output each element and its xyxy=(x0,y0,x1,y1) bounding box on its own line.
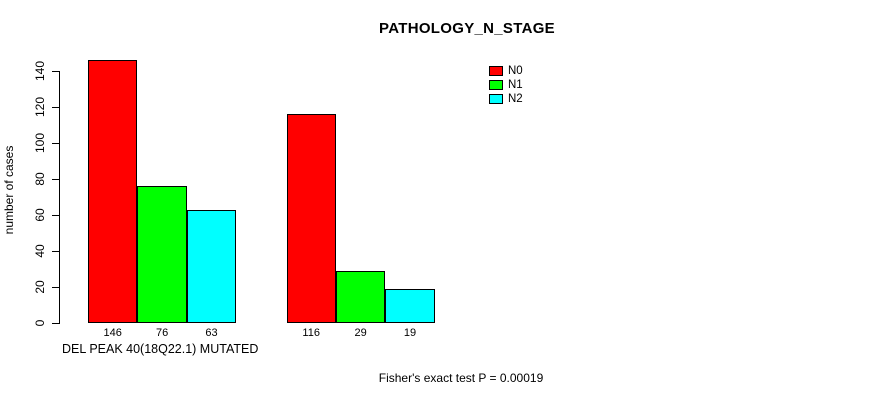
legend-swatch-n2 xyxy=(489,94,503,104)
y-axis-tick-label: 80 xyxy=(33,172,47,186)
legend-label-n2: N2 xyxy=(508,93,523,105)
y-axis-tick-label: 40 xyxy=(33,244,47,258)
bar-value-label: 29 xyxy=(354,327,367,339)
bar-value-label: 76 xyxy=(155,327,169,339)
legend-label-n0: N0 xyxy=(508,65,523,77)
bar-n1 xyxy=(137,186,187,323)
y-axis-tick-label: 120 xyxy=(33,96,47,118)
y-axis-tick xyxy=(52,71,59,72)
y-axis-tick xyxy=(52,287,59,288)
bar-value-label: 146 xyxy=(103,327,122,339)
y-axis-tick xyxy=(52,107,59,108)
y-axis-tick-label: 20 xyxy=(33,280,47,294)
legend-label-n1: N1 xyxy=(508,79,523,91)
y-axis-tick xyxy=(52,179,59,180)
chart-title: PATHOLOGY_N_STAGE xyxy=(379,20,555,37)
y-axis-tick xyxy=(52,143,59,144)
legend-swatch-n1 xyxy=(489,80,503,90)
bar-n0 xyxy=(88,60,138,323)
y-axis-tick-label: 140 xyxy=(33,60,47,82)
y-axis-tick-label: 0 xyxy=(33,319,47,327)
bar-value-label: 116 xyxy=(302,327,320,339)
y-axis-tick xyxy=(52,251,59,252)
y-axis-tick xyxy=(52,215,59,216)
fisher-test-annotation: Fisher's exact test P = 0.00019 xyxy=(378,371,544,385)
x-axis-label: DEL PEAK 40(18Q22.1) MUTATED xyxy=(62,342,259,356)
bar-n2 xyxy=(385,288,435,323)
bar-value-label: 63 xyxy=(205,327,218,339)
y-axis-tick-label: 60 xyxy=(33,208,47,222)
y-axis-tick-label: 100 xyxy=(33,132,47,154)
y-axis-label: number of cases xyxy=(2,145,16,235)
bar-value-label: 19 xyxy=(403,327,417,339)
y-axis-line xyxy=(59,71,60,324)
bar-n1 xyxy=(335,270,386,323)
bar-n0 xyxy=(286,114,336,323)
legend-swatch-n0 xyxy=(489,66,503,76)
bar-n2 xyxy=(186,209,237,323)
y-axis-tick xyxy=(52,323,59,324)
